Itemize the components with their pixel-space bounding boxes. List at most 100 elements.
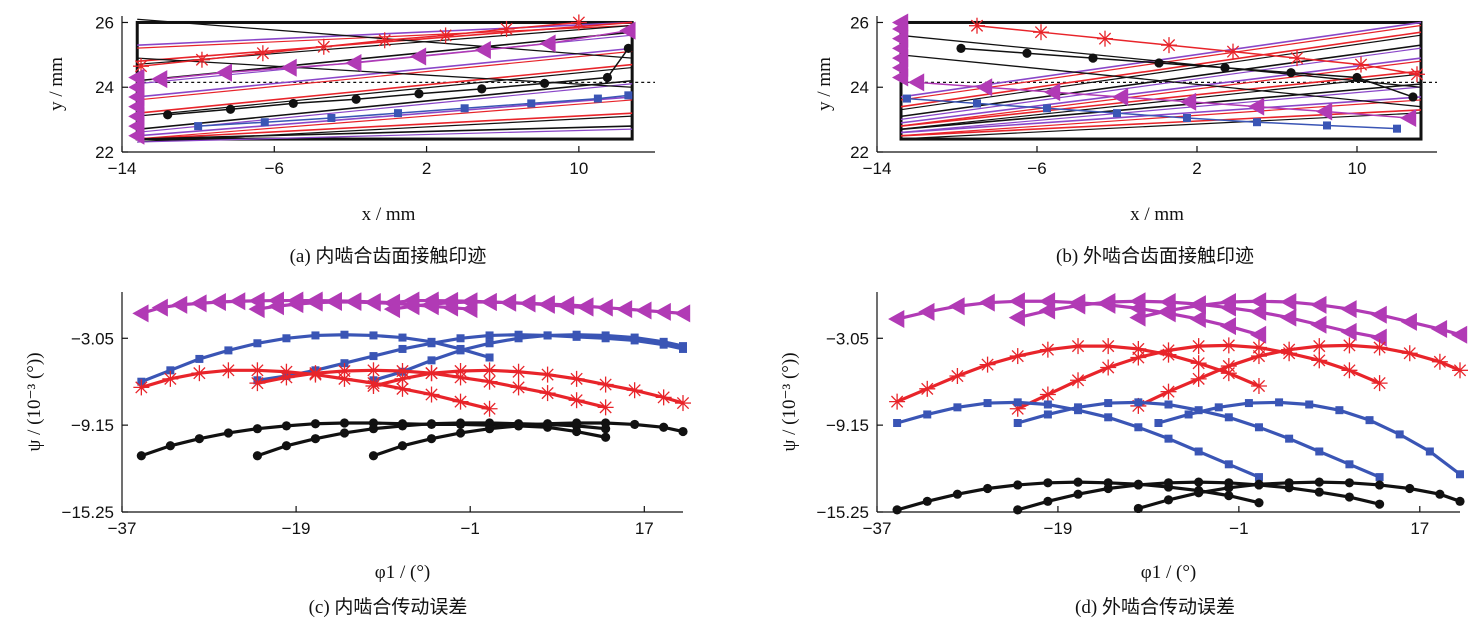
series-red-star xyxy=(1130,337,1468,414)
data-point xyxy=(460,104,469,113)
data-point xyxy=(1097,30,1113,47)
series-blue-square xyxy=(1154,398,1464,479)
data-point xyxy=(1370,305,1387,324)
data-point xyxy=(1451,325,1468,344)
data-point xyxy=(1224,413,1233,422)
data-point xyxy=(409,47,427,66)
data-point xyxy=(215,63,232,82)
data-point xyxy=(398,333,407,342)
data-point xyxy=(655,389,672,406)
contact-line xyxy=(137,50,633,101)
y-axis-label: ψ / (10⁻³ (°)) xyxy=(779,352,800,451)
data-point xyxy=(485,353,494,362)
data-point xyxy=(1219,292,1237,311)
data-point xyxy=(1160,383,1177,400)
data-point xyxy=(1425,447,1434,456)
data-point xyxy=(1008,308,1025,327)
data-point xyxy=(364,293,381,312)
data-point xyxy=(1069,296,1086,315)
data-point xyxy=(1275,398,1284,407)
data-point xyxy=(1129,292,1146,311)
data-point xyxy=(624,91,633,100)
data-point xyxy=(1104,413,1113,422)
data-point xyxy=(602,72,613,83)
data-point xyxy=(952,489,963,499)
contact-line xyxy=(900,70,1422,127)
contact-line xyxy=(900,47,1422,120)
y-tick-label: −9.15 xyxy=(71,416,114,435)
data-point xyxy=(1130,340,1147,357)
x-tick-label: 10 xyxy=(569,159,588,178)
data-point xyxy=(597,399,614,416)
data-point xyxy=(423,365,440,382)
y-tick-label: 22 xyxy=(95,143,114,162)
data-point xyxy=(922,496,932,506)
data-point xyxy=(151,298,168,317)
series-red-star xyxy=(365,362,691,412)
data-point xyxy=(193,51,210,68)
data-point xyxy=(376,32,393,49)
data-point xyxy=(1280,292,1297,311)
series-red-star xyxy=(1009,337,1388,417)
data-point xyxy=(601,432,611,442)
data-point xyxy=(1088,53,1098,63)
data-point xyxy=(1073,477,1083,487)
data-point xyxy=(1154,58,1164,68)
data-point xyxy=(1224,491,1234,501)
data-point xyxy=(1340,300,1357,319)
panel-b-contact-pattern-external: −14 −6 2 10 22 24 26 x / mm y / mm (b) 外啮合齿面接触印迹 xyxy=(814,13,1437,267)
data-point xyxy=(394,370,411,387)
data-point xyxy=(1452,362,1468,379)
series-red-star xyxy=(133,14,587,75)
data-point xyxy=(615,300,633,319)
data-point xyxy=(1133,480,1143,490)
data-point xyxy=(1043,104,1051,113)
data-point xyxy=(1220,358,1237,375)
data-point xyxy=(1159,301,1176,320)
data-point xyxy=(1305,400,1314,409)
data-point xyxy=(619,21,636,40)
x-tick-label: 2 xyxy=(1192,159,1201,178)
data-point xyxy=(1254,498,1264,508)
data-point xyxy=(1352,72,1362,83)
contact-line xyxy=(900,112,1422,140)
data-point xyxy=(162,370,179,387)
data-point xyxy=(983,399,992,408)
data-point xyxy=(248,300,265,319)
series-black-circle xyxy=(1133,477,1465,514)
x-tick-label: −1 xyxy=(461,519,480,538)
data-point xyxy=(659,422,669,432)
data-point xyxy=(527,99,536,108)
series-blue-square xyxy=(903,94,1401,133)
data-point xyxy=(1163,478,1174,488)
data-point xyxy=(1225,43,1241,60)
data-point xyxy=(1033,24,1049,41)
contact-line xyxy=(900,109,1422,137)
data-point xyxy=(1341,337,1358,354)
x-tick-label: 2 xyxy=(422,159,431,178)
data-point xyxy=(477,84,487,94)
y-tick-label: 22 xyxy=(850,143,869,162)
contact-line xyxy=(900,31,1422,108)
data-point xyxy=(252,451,263,461)
data-point xyxy=(481,400,498,417)
x-tick-label: −37 xyxy=(863,519,892,538)
data-point xyxy=(441,293,459,312)
data-point xyxy=(919,380,936,397)
data-point xyxy=(1070,338,1087,355)
data-point xyxy=(1408,92,1418,102)
data-point xyxy=(593,94,602,103)
data-point xyxy=(220,362,237,379)
data-point xyxy=(1164,400,1173,409)
series-line xyxy=(1137,343,1461,408)
data-point xyxy=(519,294,536,313)
data-point xyxy=(1310,315,1327,334)
data-point xyxy=(423,386,440,403)
data-point xyxy=(1281,341,1298,358)
data-point xyxy=(572,330,581,339)
data-point xyxy=(327,114,336,122)
data-point xyxy=(1286,68,1296,78)
y-tick-label: −3.05 xyxy=(71,329,114,348)
x-tick-label: −14 xyxy=(863,159,892,178)
data-point xyxy=(249,362,266,379)
